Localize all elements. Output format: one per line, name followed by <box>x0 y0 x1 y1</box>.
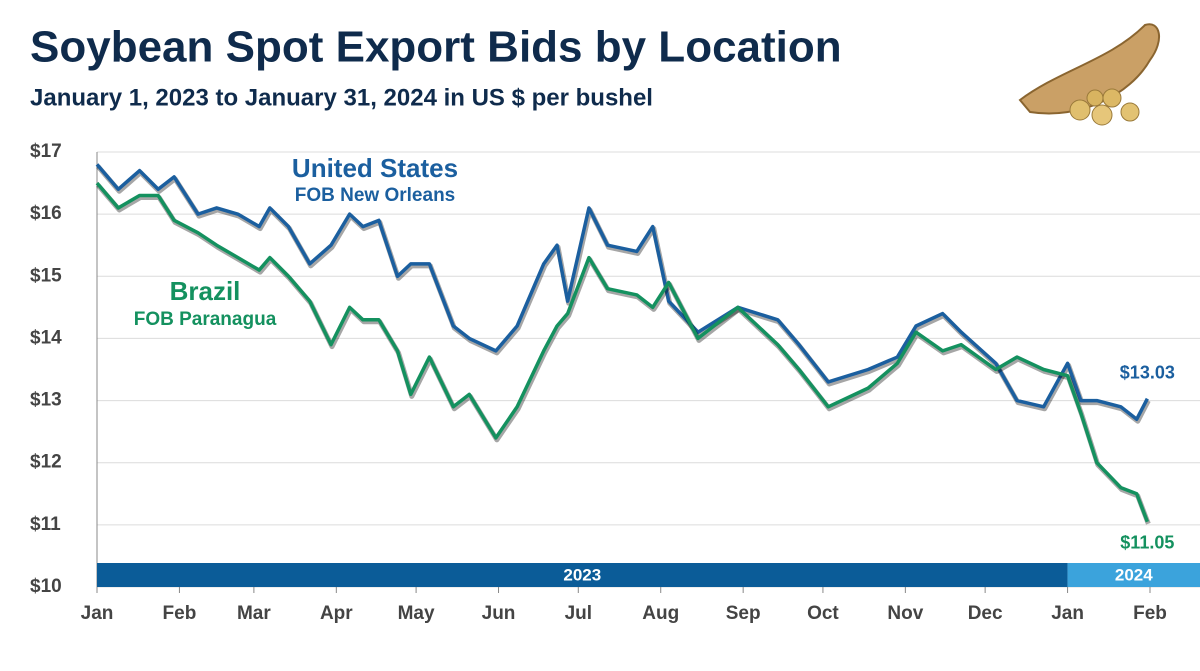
year-band-label: 2024 <box>1115 565 1153 584</box>
y-tick-label: $10 <box>30 576 62 597</box>
legend-name: United States <box>292 153 458 183</box>
y-tick-label: $13 <box>30 390 62 411</box>
year-band <box>97 563 1068 587</box>
year-band <box>1067 563 1200 587</box>
x-tick-label: Jan <box>81 603 114 624</box>
x-tick-label: May <box>398 603 435 624</box>
legend-sublabel: FOB Paranagua <box>134 309 277 330</box>
x-tick-label: Jun <box>482 603 516 624</box>
y-tick-label: $12 <box>30 452 62 473</box>
year-band-label: 2023 <box>563 565 601 584</box>
series-shadow <box>96 183 1151 525</box>
legend-name: Brazil <box>170 276 241 306</box>
y-tick-label: $17 <box>30 141 62 162</box>
x-tick-label: Dec <box>968 603 1003 624</box>
x-tick-label: Aug <box>642 603 679 624</box>
series-line <box>95 163 1149 421</box>
x-tick-label: Mar <box>237 603 271 624</box>
value-label: $11.05 <box>1120 533 1174 553</box>
series-line <box>95 181 1149 523</box>
y-tick-label: $16 <box>30 203 62 224</box>
x-tick-label: Sep <box>726 603 761 624</box>
chart-subtitle: January 1, 2023 to January 31, 2024 in U… <box>30 84 653 111</box>
x-tick-label: Jul <box>565 603 592 624</box>
y-tick-label: $15 <box>30 265 62 286</box>
y-tick-label: $14 <box>30 327 62 348</box>
x-tick-label: Oct <box>807 603 839 624</box>
x-tick-label: Feb <box>163 603 197 624</box>
x-tick-label: Jan <box>1051 603 1084 624</box>
legend-sublabel: FOB New Orleans <box>295 185 456 206</box>
x-tick-label: Apr <box>320 603 353 624</box>
x-tick-label: Feb <box>1133 603 1167 624</box>
value-label: $13.03 <box>1120 362 1175 382</box>
y-tick-label: $11 <box>30 514 61 535</box>
x-tick-label: Nov <box>887 603 923 624</box>
soybean-image <box>1018 23 1160 126</box>
chart-title: Soybean Spot Export Bids by Location <box>30 23 842 72</box>
